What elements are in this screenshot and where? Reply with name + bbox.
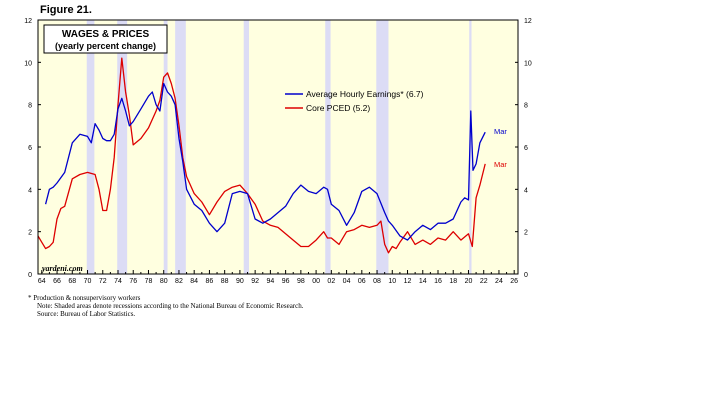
x-tick-label-14: 14 — [419, 278, 427, 285]
x-tick-label-66: 66 — [53, 278, 61, 285]
x-tick-label-88: 88 — [221, 278, 229, 285]
x-tick-label-16: 16 — [434, 278, 442, 285]
x-tick-label-92: 92 — [251, 278, 259, 285]
x-tick-label-72: 72 — [99, 278, 107, 285]
x-tick-label-26: 26 — [510, 278, 518, 285]
footnotes: * Production & nonsupervisory workers No… — [28, 294, 304, 318]
y-tick-label-right-6: 6 — [524, 145, 528, 152]
plot-background — [38, 20, 518, 274]
y-tick-label-right-10: 10 — [524, 60, 532, 67]
x-tick-label-74: 74 — [114, 278, 122, 285]
x-tick-label-08: 08 — [373, 278, 381, 285]
x-tick-label-98: 98 — [297, 278, 305, 285]
series-lines — [37, 57, 486, 254]
y-tick-label-right-8: 8 — [524, 103, 528, 110]
title-box — [43, 24, 168, 54]
x-tick-label-70: 70 — [84, 278, 92, 285]
y-tick-label-right-2: 2 — [524, 230, 528, 237]
x-tick-label-68: 68 — [68, 278, 76, 285]
x-tick-label-12: 12 — [404, 278, 412, 285]
recession-band-6 — [376, 20, 389, 274]
end-label-pce: Mar — [494, 160, 507, 169]
footnote-asterisk: * Production & nonsupervisory workers — [28, 294, 141, 302]
x-tick-label-76: 76 — [129, 278, 137, 285]
y-tick-label-left-0: 0 — [28, 272, 32, 279]
y-tick-label-left-12: 12 — [24, 18, 32, 25]
x-tick-label-94: 94 — [266, 278, 274, 285]
x-tick-label-22: 22 — [480, 278, 488, 285]
end-label-ahe: Mar — [494, 127, 507, 136]
y-tick-label-left-4: 4 — [28, 187, 32, 194]
x-tick-label-18: 18 — [449, 278, 457, 285]
x-tick-label-04: 04 — [343, 278, 351, 285]
y-tick-label-left-6: 6 — [28, 145, 32, 152]
x-tick-label-64: 64 — [38, 278, 46, 285]
legend-label-pce: Core PCED (5.2) — [306, 103, 370, 113]
footnote-recession-note: Note: Shaded areas denote recessions acc… — [37, 302, 304, 310]
recession-band-4 — [243, 20, 250, 274]
x-tick-label-24: 24 — [495, 278, 503, 285]
legend-label-ahe: Average Hourly Earnings* (6.7) — [306, 89, 424, 99]
x-tick-label-10: 10 — [388, 278, 396, 285]
x-tick-label-80: 80 — [160, 278, 168, 285]
recession-band-5 — [325, 20, 331, 274]
x-tick-label-20: 20 — [465, 278, 473, 285]
figure-label: Figure 21. — [40, 4, 92, 16]
x-tick-label-00: 00 — [312, 278, 320, 285]
footnote-source: Source: Bureau of Labor Statistics. — [37, 310, 136, 318]
watermark: yardeni.com — [41, 264, 83, 273]
recession-band-2 — [163, 20, 168, 274]
ahe-line — [44, 82, 486, 241]
chart-title: WAGES & PRICES — [62, 29, 150, 40]
x-tick-label-84: 84 — [190, 278, 198, 285]
x-tick-label-90: 90 — [236, 278, 244, 285]
y-tick-label-right-12: 12 — [524, 18, 532, 25]
x-tick-label-96: 96 — [282, 278, 290, 285]
y-tick-label-left-2: 2 — [28, 230, 32, 237]
x-tick-label-82: 82 — [175, 278, 183, 285]
recession-band-0 — [86, 20, 95, 274]
y-tick-label-left-10: 10 — [24, 60, 32, 67]
x-tick-label-86: 86 — [206, 278, 214, 285]
x-tick-label-78: 78 — [145, 278, 153, 285]
y-tick-label-right-0: 0 — [524, 272, 528, 279]
y-tick-label-right-4: 4 — [524, 187, 528, 194]
recession-band-1 — [117, 20, 128, 274]
x-tick-label-06: 06 — [358, 278, 366, 285]
pce-line — [37, 57, 486, 254]
x-tick-label-02: 02 — [327, 278, 335, 285]
chart-subtitle: (yearly percent change) — [55, 41, 156, 51]
y-tick-label-left-8: 8 — [28, 103, 32, 110]
